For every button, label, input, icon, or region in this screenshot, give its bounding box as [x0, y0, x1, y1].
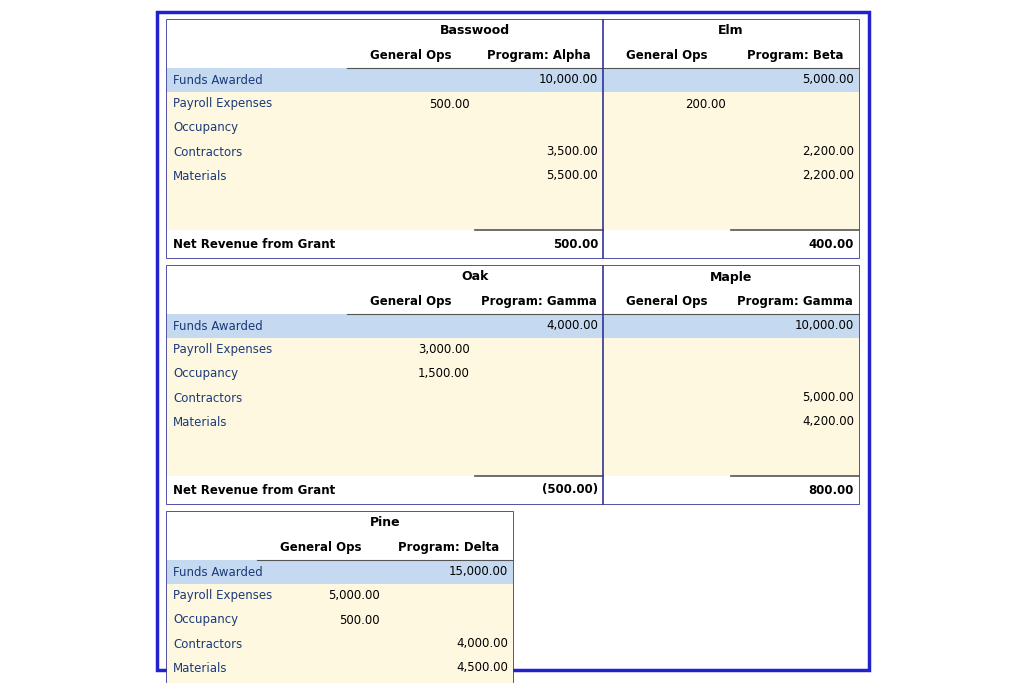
Text: 5,000.00: 5,000.00: [802, 74, 854, 87]
Bar: [167, 116, 859, 140]
Bar: [167, 632, 513, 656]
Bar: [167, 230, 859, 258]
Bar: [167, 212, 859, 230]
Text: General Ops: General Ops: [627, 48, 708, 61]
Bar: [167, 68, 859, 92]
Text: 4,000.00: 4,000.00: [456, 637, 508, 650]
Bar: [167, 410, 859, 434]
Bar: [167, 608, 513, 632]
Bar: [167, 362, 859, 386]
Text: 500.00: 500.00: [429, 98, 470, 111]
Text: Program: Alpha: Program: Alpha: [487, 48, 591, 61]
Bar: [167, 656, 513, 680]
Text: 2,200.00: 2,200.00: [802, 169, 854, 182]
Bar: [167, 92, 859, 116]
Text: Contractors: Contractors: [173, 391, 243, 404]
Text: 10,000.00: 10,000.00: [795, 320, 854, 333]
Text: General Ops: General Ops: [281, 540, 361, 553]
Text: 3,000.00: 3,000.00: [418, 344, 470, 357]
Text: General Ops: General Ops: [627, 294, 708, 307]
Bar: [167, 680, 513, 683]
Bar: [167, 534, 513, 560]
Bar: [167, 458, 859, 476]
Bar: [167, 386, 859, 410]
Text: Materials: Materials: [173, 662, 227, 675]
Text: Funds Awarded: Funds Awarded: [173, 566, 263, 579]
Text: 500.00: 500.00: [553, 238, 598, 251]
Text: Oak: Oak: [461, 270, 488, 283]
Bar: [167, 188, 859, 212]
Text: Contractors: Contractors: [173, 637, 243, 650]
Bar: [167, 512, 513, 683]
Text: Materials: Materials: [173, 169, 227, 182]
Text: Funds Awarded: Funds Awarded: [173, 320, 263, 333]
Text: Payroll Expenses: Payroll Expenses: [173, 344, 272, 357]
Text: 15,000.00: 15,000.00: [449, 566, 508, 579]
Text: 5,500.00: 5,500.00: [546, 169, 598, 182]
Bar: [167, 164, 859, 188]
Text: Program: Delta: Program: Delta: [398, 540, 500, 553]
Text: Elm: Elm: [718, 25, 743, 38]
Bar: [167, 434, 859, 458]
Bar: [167, 476, 859, 504]
Bar: [167, 42, 859, 68]
Text: Occupancy: Occupancy: [173, 613, 239, 626]
Text: 1,500.00: 1,500.00: [418, 367, 470, 380]
Text: 10,000.00: 10,000.00: [539, 74, 598, 87]
Text: General Ops: General Ops: [371, 48, 452, 61]
Text: 4,200.00: 4,200.00: [802, 415, 854, 428]
Text: 4,500.00: 4,500.00: [456, 662, 508, 675]
Text: Program: Beta: Program: Beta: [746, 48, 843, 61]
Text: 3,500.00: 3,500.00: [546, 145, 598, 158]
Bar: [167, 512, 513, 534]
Bar: [167, 314, 859, 338]
Bar: [167, 20, 859, 258]
Text: 500.00: 500.00: [339, 613, 380, 626]
Text: 800.00: 800.00: [809, 484, 854, 497]
Text: Payroll Expenses: Payroll Expenses: [173, 98, 272, 111]
Bar: [167, 20, 859, 42]
Bar: [167, 338, 859, 362]
Text: Maple: Maple: [710, 270, 753, 283]
Text: 200.00: 200.00: [685, 98, 726, 111]
Text: Contractors: Contractors: [173, 145, 243, 158]
Text: Program: Gamma: Program: Gamma: [481, 294, 597, 307]
Bar: [167, 288, 859, 314]
Bar: [157, 12, 869, 670]
Bar: [167, 584, 513, 608]
Text: Net Revenue from Grant: Net Revenue from Grant: [173, 484, 335, 497]
Bar: [167, 560, 513, 584]
Text: Materials: Materials: [173, 415, 227, 428]
Text: 2,200.00: 2,200.00: [802, 145, 854, 158]
Text: 5,000.00: 5,000.00: [329, 589, 380, 602]
Text: General Ops: General Ops: [371, 294, 452, 307]
Text: Occupancy: Occupancy: [173, 122, 239, 135]
Text: 400.00: 400.00: [809, 238, 854, 251]
Bar: [167, 266, 859, 288]
Text: Net Revenue from Grant: Net Revenue from Grant: [173, 238, 335, 251]
Text: Program: Gamma: Program: Gamma: [737, 294, 853, 307]
Text: Funds Awarded: Funds Awarded: [173, 74, 263, 87]
Text: (500.00): (500.00): [542, 484, 598, 497]
Text: Occupancy: Occupancy: [173, 367, 239, 380]
Text: 5,000.00: 5,000.00: [802, 391, 854, 404]
Text: Payroll Expenses: Payroll Expenses: [173, 589, 272, 602]
Text: Basswood: Basswood: [440, 25, 510, 38]
Text: Pine: Pine: [370, 516, 400, 529]
Bar: [167, 266, 859, 504]
Text: 4,000.00: 4,000.00: [546, 320, 598, 333]
Bar: [167, 140, 859, 164]
